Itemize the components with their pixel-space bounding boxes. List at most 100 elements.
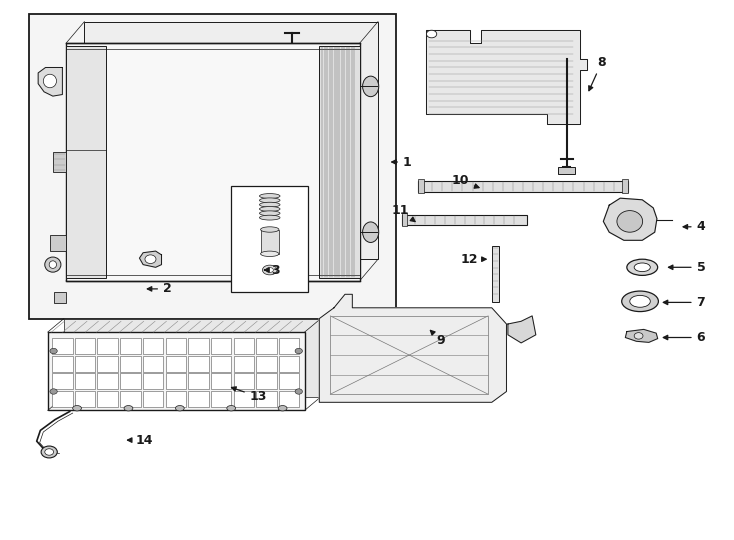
Bar bbox=[233, 338, 254, 354]
Bar bbox=[120, 373, 141, 389]
Polygon shape bbox=[508, 316, 536, 343]
Text: 7: 7 bbox=[664, 296, 705, 309]
Text: 4: 4 bbox=[683, 220, 705, 233]
Polygon shape bbox=[139, 251, 161, 267]
Ellipse shape bbox=[227, 406, 236, 411]
Text: 11: 11 bbox=[392, 204, 415, 221]
Bar bbox=[120, 355, 141, 372]
Circle shape bbox=[295, 389, 302, 394]
Bar bbox=[143, 338, 164, 354]
Bar bbox=[211, 355, 231, 372]
Bar bbox=[319, 46, 360, 278]
Bar bbox=[211, 373, 231, 389]
Bar bbox=[256, 355, 277, 372]
Bar bbox=[120, 391, 141, 407]
Text: 2: 2 bbox=[148, 282, 172, 295]
Bar bbox=[233, 355, 254, 372]
Polygon shape bbox=[64, 319, 321, 397]
Text: 10: 10 bbox=[451, 174, 479, 188]
Ellipse shape bbox=[263, 265, 277, 275]
Circle shape bbox=[634, 333, 643, 339]
Bar bbox=[402, 215, 527, 225]
Ellipse shape bbox=[630, 295, 650, 307]
Ellipse shape bbox=[124, 406, 133, 411]
Bar bbox=[256, 338, 277, 354]
Ellipse shape bbox=[43, 74, 57, 87]
Circle shape bbox=[426, 30, 437, 38]
Bar bbox=[279, 391, 299, 407]
Text: 12: 12 bbox=[461, 253, 486, 266]
Ellipse shape bbox=[627, 259, 658, 275]
Bar bbox=[211, 391, 231, 407]
Bar bbox=[52, 355, 73, 372]
Ellipse shape bbox=[260, 211, 280, 215]
Ellipse shape bbox=[260, 193, 280, 198]
Bar bbox=[279, 338, 299, 354]
Bar bbox=[418, 181, 628, 192]
Bar bbox=[256, 391, 277, 407]
Circle shape bbox=[50, 348, 57, 354]
Bar bbox=[75, 373, 95, 389]
Bar bbox=[75, 391, 95, 407]
Bar bbox=[558, 167, 575, 174]
Bar bbox=[66, 46, 106, 278]
Bar bbox=[52, 373, 73, 389]
Bar bbox=[166, 355, 186, 372]
Bar bbox=[231, 186, 308, 292]
Bar bbox=[166, 391, 186, 407]
Bar bbox=[188, 373, 208, 389]
Text: 13: 13 bbox=[231, 387, 267, 403]
Bar bbox=[143, 391, 164, 407]
Ellipse shape bbox=[261, 227, 279, 232]
Ellipse shape bbox=[260, 198, 280, 203]
Ellipse shape bbox=[617, 211, 643, 232]
Bar bbox=[29, 14, 396, 319]
Bar bbox=[52, 391, 73, 407]
Text: 8: 8 bbox=[589, 56, 606, 91]
Bar bbox=[120, 338, 141, 354]
Text: 9: 9 bbox=[430, 330, 445, 347]
Bar bbox=[261, 230, 280, 254]
Bar bbox=[233, 373, 254, 389]
Ellipse shape bbox=[266, 267, 273, 272]
Ellipse shape bbox=[260, 206, 280, 212]
Ellipse shape bbox=[145, 255, 156, 264]
Polygon shape bbox=[426, 30, 587, 124]
Ellipse shape bbox=[175, 406, 184, 411]
Polygon shape bbox=[603, 198, 657, 240]
Polygon shape bbox=[319, 294, 506, 402]
Bar bbox=[53, 152, 66, 172]
Bar bbox=[188, 355, 208, 372]
Polygon shape bbox=[38, 68, 62, 96]
Ellipse shape bbox=[73, 406, 81, 411]
Ellipse shape bbox=[260, 215, 280, 220]
Polygon shape bbox=[625, 329, 658, 342]
Polygon shape bbox=[48, 332, 305, 410]
Bar bbox=[75, 355, 95, 372]
Bar bbox=[166, 373, 186, 389]
Bar bbox=[622, 179, 628, 193]
Ellipse shape bbox=[45, 449, 54, 455]
Bar bbox=[256, 373, 277, 389]
Bar bbox=[211, 338, 231, 354]
Text: 6: 6 bbox=[664, 331, 705, 344]
Bar bbox=[330, 316, 488, 394]
Bar bbox=[98, 355, 118, 372]
Ellipse shape bbox=[45, 257, 61, 272]
Ellipse shape bbox=[278, 406, 287, 411]
Bar bbox=[75, 338, 95, 354]
Circle shape bbox=[295, 348, 302, 354]
Text: 14: 14 bbox=[128, 434, 153, 447]
Bar bbox=[98, 391, 118, 407]
Bar bbox=[188, 391, 208, 407]
Bar bbox=[52, 338, 73, 354]
Ellipse shape bbox=[363, 222, 379, 242]
Ellipse shape bbox=[260, 202, 280, 207]
Ellipse shape bbox=[261, 251, 279, 256]
Polygon shape bbox=[84, 22, 378, 259]
Text: 1: 1 bbox=[392, 156, 412, 168]
Bar bbox=[233, 391, 254, 407]
Bar bbox=[50, 235, 66, 251]
Bar bbox=[492, 246, 499, 302]
Ellipse shape bbox=[622, 291, 658, 312]
